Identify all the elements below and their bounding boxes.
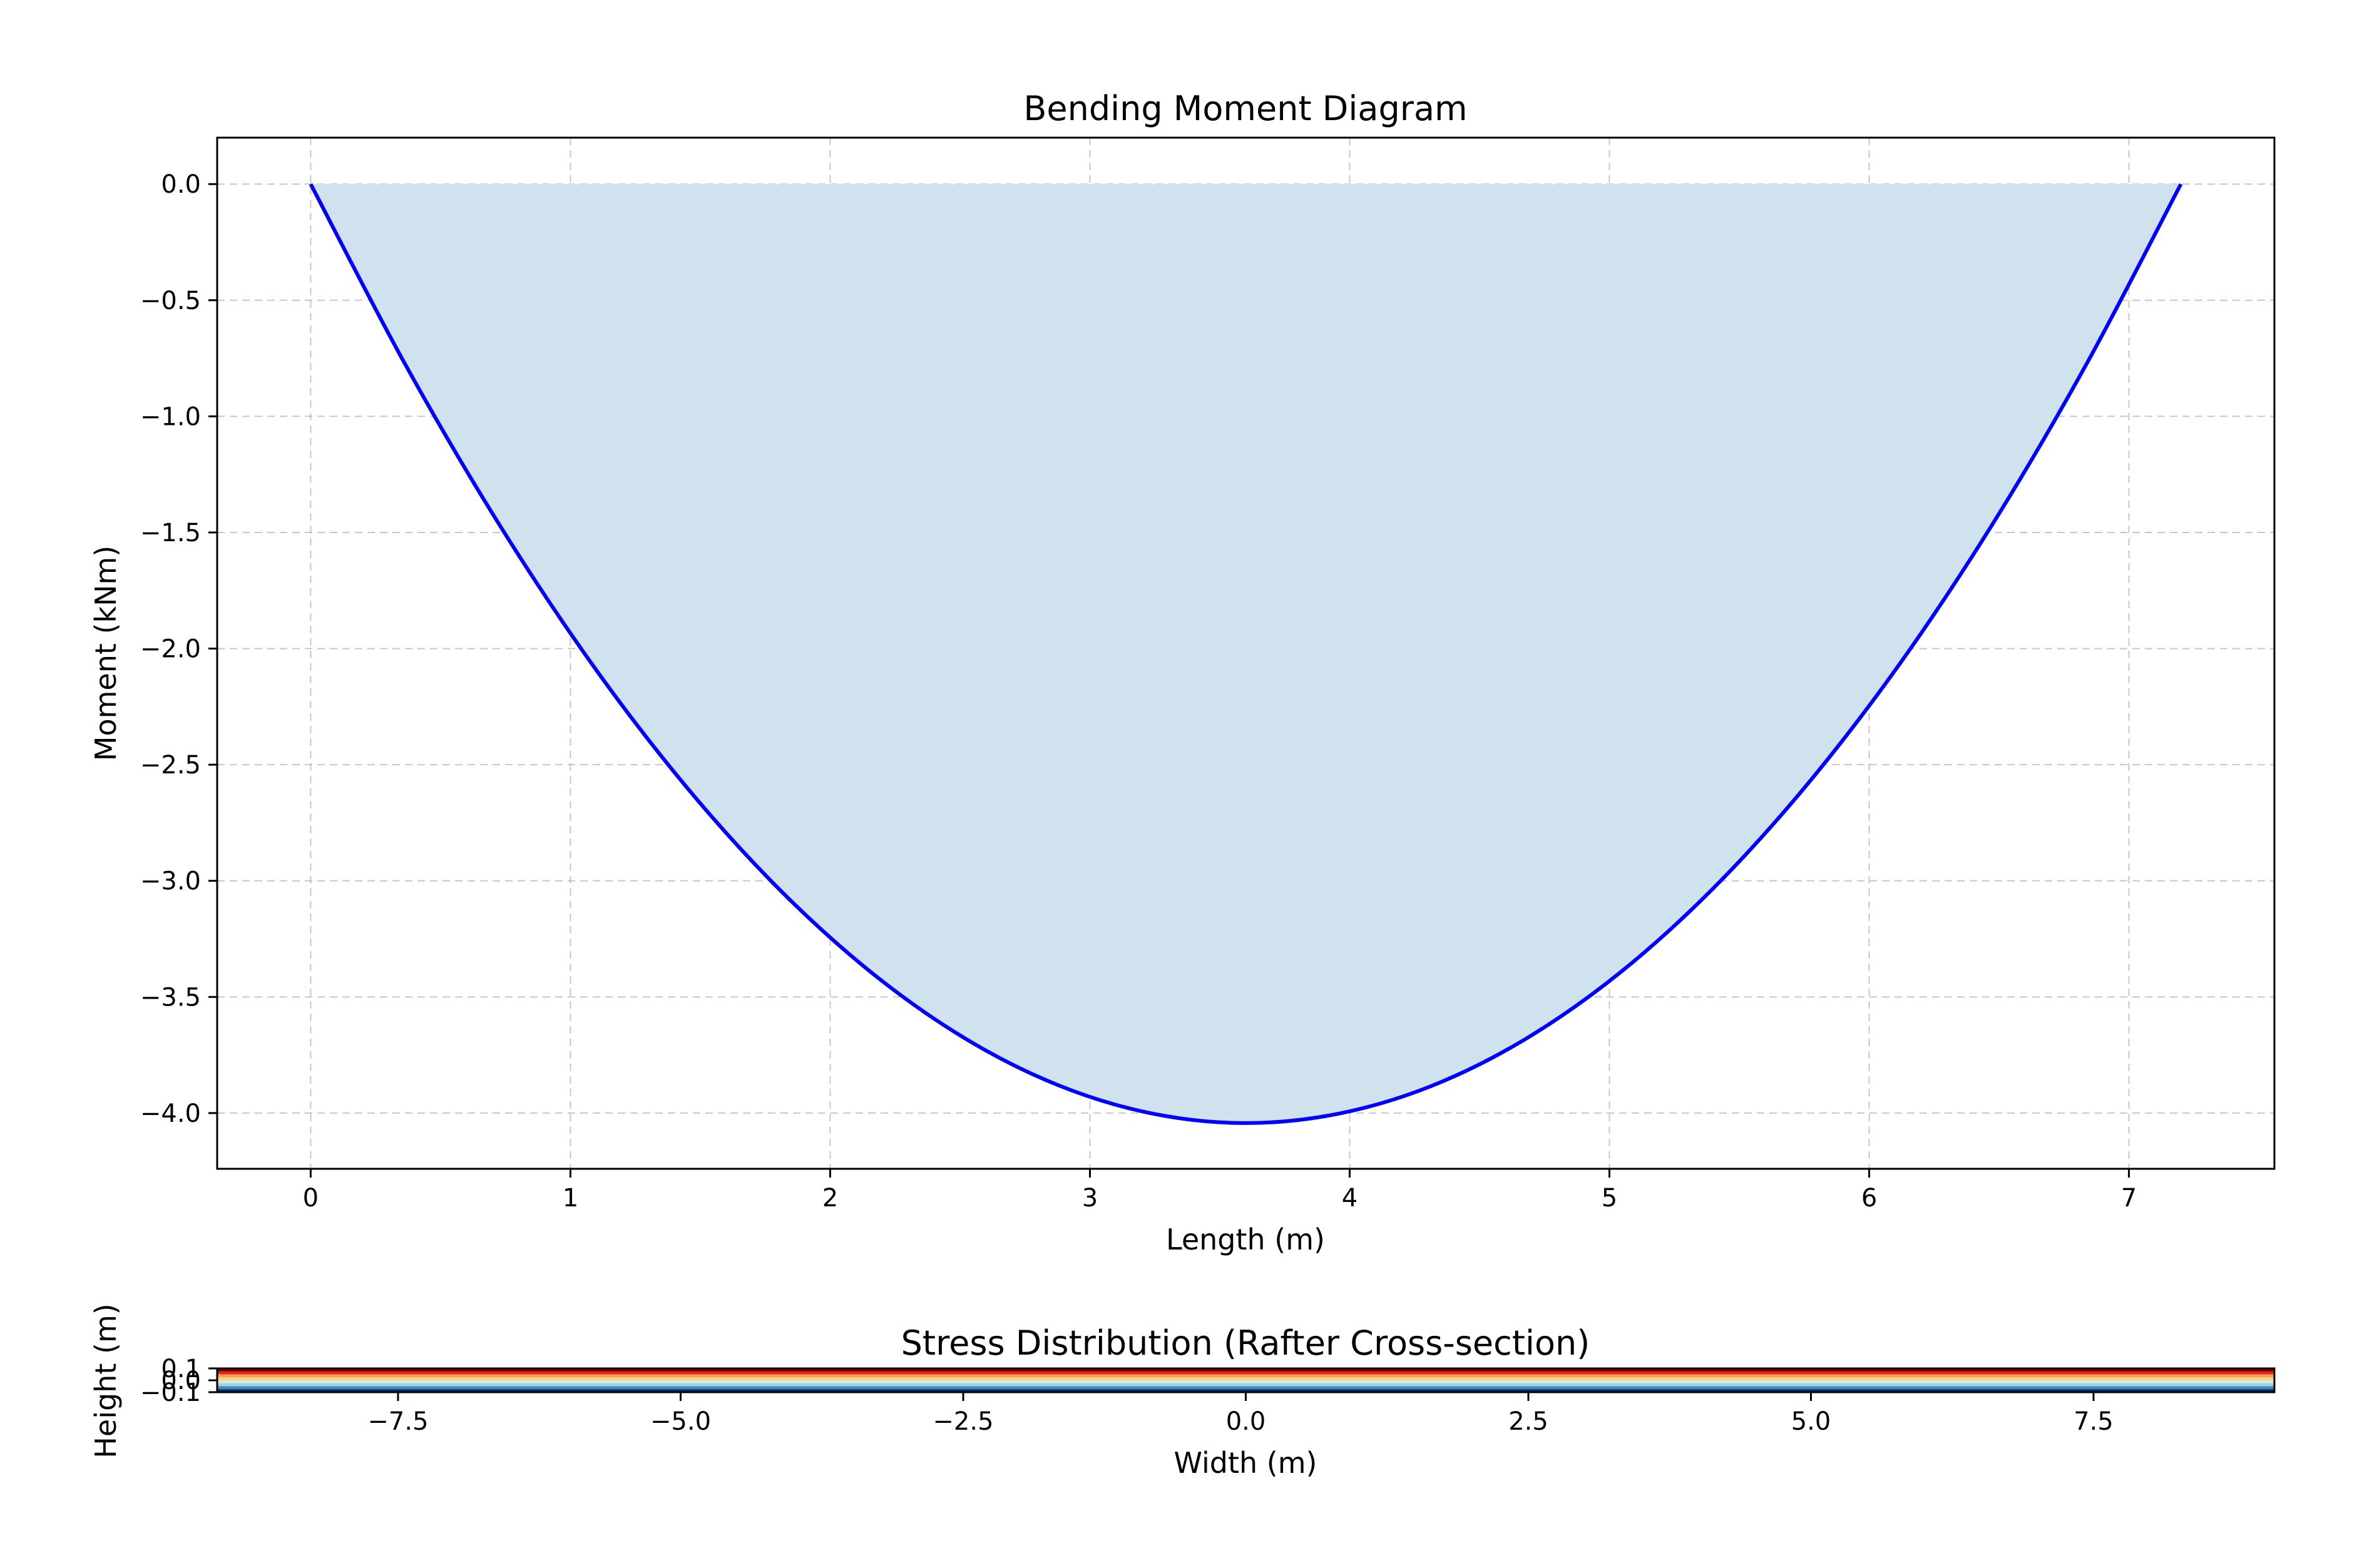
stress-band [217, 1374, 2274, 1378]
y-tick-label: 0.0 [161, 1367, 201, 1395]
x-axis-ticks: −7.5 −5.0 −2.5 0.0 2.5 5.0 7.5 [367, 1392, 2114, 1436]
x-tick-label: 0 [303, 1184, 319, 1213]
moment-area-fill [310, 184, 2181, 1123]
y-axis-label: Moment (kNm) [89, 546, 123, 761]
y-tick-label: −2.5 [140, 751, 201, 780]
y-tick-label: −3.5 [140, 983, 201, 1012]
stress-band [217, 1389, 2274, 1393]
y-tick-label: −3.0 [140, 867, 201, 896]
stress-band [217, 1371, 2274, 1375]
y-axis-ticks: 0.0 −0.5 −1.0 −1.5 −2.0 −2.5 −3.0 −3.5 −4.0 [140, 170, 217, 1128]
x-tick-label: 3 [1082, 1184, 1098, 1213]
plot-frame [216, 136, 2276, 1170]
y-tick-label: −2.0 [140, 635, 201, 664]
x-tick-label: 0.0 [1226, 1407, 1266, 1436]
y-tick-label: 0.0 [161, 170, 201, 199]
stress-band [217, 1380, 2274, 1384]
y-tick-label: −1.0 [140, 402, 201, 431]
x-tick-label: 5 [1602, 1184, 1617, 1213]
y-axis-label: Height (m) [89, 1303, 123, 1458]
y-tick-label: −1.5 [140, 519, 201, 547]
y-axis-ticks: 0.10.0−0.1 [140, 1355, 217, 1407]
x-tick-label: 6 [1861, 1184, 1877, 1213]
x-tick-label: 5.0 [1791, 1407, 1831, 1436]
x-axis-label: Width (m) [1174, 1446, 1317, 1480]
y-tick-label: −0.5 [140, 287, 201, 315]
chart-title: Bending Moment Diagram [1023, 89, 1467, 128]
y-tick-label: −0.1 [140, 1378, 201, 1407]
y-tick-label: 0.1 [161, 1355, 201, 1383]
y-tick-label: −4.0 [140, 1099, 201, 1128]
stress-band [217, 1383, 2274, 1387]
moment-curve-line [309, 183, 2183, 1125]
x-tick-label: 2.5 [1508, 1407, 1548, 1436]
x-axis-ticks: 0 1 2 3 4 5 6 7 [303, 1169, 2137, 1213]
stress-heatmap [217, 1368, 2274, 1393]
x-tick-label: 4 [1342, 1184, 1357, 1213]
chart-title: Stress Distribution (Rafter Cross-sectio… [901, 1323, 1590, 1363]
stress-band [217, 1368, 2274, 1372]
x-tick-label: 7.5 [2073, 1407, 2114, 1436]
x-tick-label: −5.0 [650, 1407, 711, 1436]
x-tick-label: 2 [822, 1184, 838, 1213]
x-tick-label: 1 [563, 1184, 578, 1213]
x-tick-label: −2.5 [933, 1407, 993, 1436]
stress-band [217, 1377, 2274, 1381]
x-axis-label: Length (m) [1166, 1223, 1325, 1256]
stress-band [217, 1386, 2274, 1390]
x-tick-label: −7.5 [367, 1407, 428, 1436]
stress-distribution-chart: Stress Distribution (Rafter Cross-sectio… [89, 1303, 2276, 1480]
x-tick-label: 7 [2121, 1184, 2137, 1213]
bending-moment-chart: Bending Moment Diagram 0 1 2 3 4 5 6 7 0.0 −0.5 −… [89, 89, 2276, 1256]
